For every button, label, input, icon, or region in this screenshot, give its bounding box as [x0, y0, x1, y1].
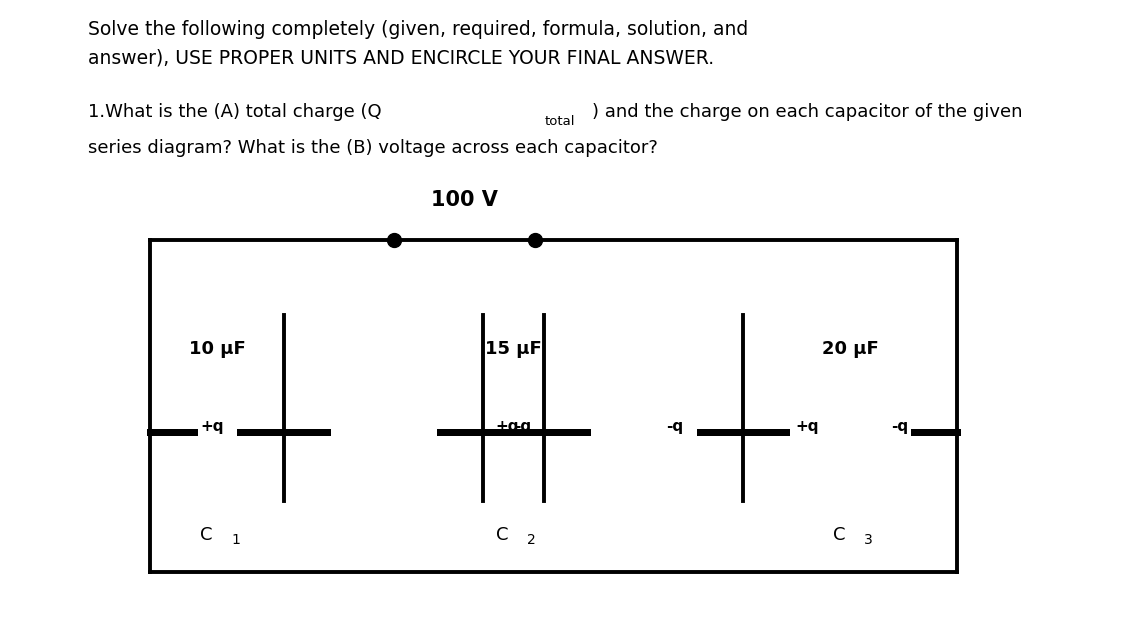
Text: 100 V: 100 V — [432, 190, 498, 210]
Text: 2: 2 — [527, 533, 536, 547]
Text: +q: +q — [495, 419, 518, 434]
Text: series diagram? What is the (B) voltage across each capacitor?: series diagram? What is the (B) voltage … — [88, 139, 658, 157]
Text: 10 μF: 10 μF — [189, 340, 245, 358]
Point — [386, 235, 404, 245]
Text: 3: 3 — [864, 533, 873, 547]
Text: Solve the following completely (given, required, formula, solution, and: Solve the following completely (given, r… — [88, 19, 747, 38]
Point — [526, 235, 544, 245]
Text: C: C — [496, 525, 509, 543]
Text: ) and the charge on each capacitor of the given: ) and the charge on each capacitor of th… — [592, 104, 1023, 121]
Text: C: C — [833, 525, 845, 543]
Text: C: C — [200, 525, 212, 543]
Text: 20 μF: 20 μF — [822, 340, 879, 358]
Text: 15 μF: 15 μF — [484, 340, 542, 358]
Text: -q: -q — [515, 419, 532, 434]
Text: total: total — [545, 114, 575, 128]
Text: 1: 1 — [232, 533, 241, 547]
Text: -q: -q — [667, 419, 683, 434]
Text: +q: +q — [795, 419, 818, 434]
Text: -q: -q — [891, 419, 908, 434]
Text: +q: +q — [200, 419, 224, 434]
Text: answer), USE PROPER UNITS AND ENCIRCLE YOUR FINAL ANSWER.: answer), USE PROPER UNITS AND ENCIRCLE Y… — [88, 49, 714, 68]
Text: 1.What is the (A) total charge (Q: 1.What is the (A) total charge (Q — [88, 104, 381, 121]
